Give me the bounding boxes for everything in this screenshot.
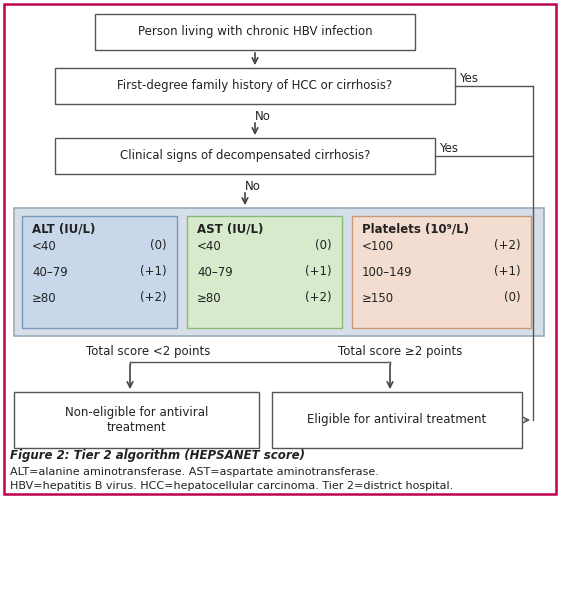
Text: Person living with chronic HBV infection: Person living with chronic HBV infection (138, 25, 372, 39)
Text: (+1): (+1) (305, 265, 332, 279)
Text: ALT=alanine aminotransferase. AST=aspartate aminotransferase.: ALT=alanine aminotransferase. AST=aspart… (10, 467, 379, 477)
Text: Clinical signs of decompensated cirrhosis?: Clinical signs of decompensated cirrhosi… (120, 149, 370, 163)
Bar (55, 138, 435, 174)
Text: (0): (0) (315, 240, 332, 252)
Text: (+2): (+2) (305, 291, 332, 305)
Text: No: No (255, 110, 271, 122)
Text: Yes: Yes (460, 72, 478, 84)
Text: 40–79: 40–79 (32, 265, 68, 279)
Text: AST (IU/L): AST (IU/L) (197, 223, 264, 235)
Bar (4, 4, 556, 494)
Text: (0): (0) (504, 291, 521, 305)
Text: (+2): (+2) (140, 291, 167, 305)
Text: (+1): (+1) (495, 265, 521, 279)
Text: ≥80: ≥80 (197, 291, 221, 305)
Text: (0): (0) (151, 240, 167, 252)
Text: ALT (IU/L): ALT (IU/L) (32, 223, 96, 235)
Bar (14, 208, 544, 336)
Bar (95, 14, 415, 50)
Text: Platelets (10⁹/L): Platelets (10⁹/L) (362, 223, 469, 235)
Text: <40: <40 (197, 240, 222, 252)
Text: Figure 2: Tier 2 algorithm (HEPSANET score): Figure 2: Tier 2 algorithm (HEPSANET sco… (10, 450, 305, 462)
Text: Yes: Yes (439, 141, 459, 155)
Bar (187, 216, 342, 328)
Text: Total score <2 points: Total score <2 points (86, 346, 210, 359)
Text: <40: <40 (32, 240, 57, 252)
Text: ≥150: ≥150 (362, 291, 394, 305)
Text: (+2): (+2) (495, 240, 521, 252)
Bar (352, 216, 531, 328)
Text: Eligible for antiviral treatment: Eligible for antiviral treatment (307, 414, 487, 426)
Text: 100–149: 100–149 (362, 265, 413, 279)
Text: <100: <100 (362, 240, 394, 252)
Bar (14, 392, 259, 448)
Text: ≥80: ≥80 (32, 291, 57, 305)
Bar (22, 216, 177, 328)
Text: First-degree family history of HCC or cirrhosis?: First-degree family history of HCC or ci… (117, 79, 393, 93)
Text: HBV=hepatitis B virus. HCC=hepatocellular carcinoma. Tier 2=district hospital.: HBV=hepatitis B virus. HCC=hepatocellula… (10, 481, 453, 491)
Text: (+1): (+1) (140, 265, 167, 279)
Text: 40–79: 40–79 (197, 265, 233, 279)
Text: No: No (245, 179, 261, 193)
Text: Total score ≥2 points: Total score ≥2 points (338, 346, 462, 359)
Text: Non-eligible for antiviral
treatment: Non-eligible for antiviral treatment (65, 406, 208, 434)
Bar (272, 392, 522, 448)
Bar (55, 68, 455, 104)
